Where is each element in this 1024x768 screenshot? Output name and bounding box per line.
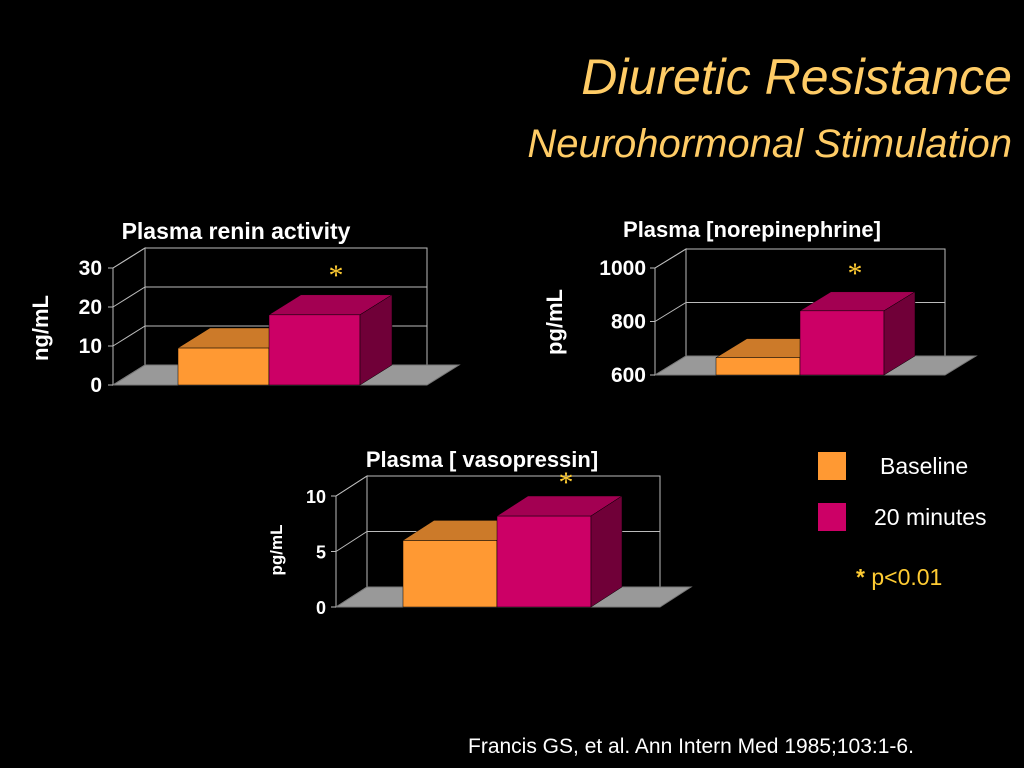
- legend-swatch-baseline: [818, 452, 846, 480]
- chart-title: Plasma renin activity: [122, 218, 351, 244]
- citation: Francis GS, et al. Ann Intern Med 1985;1…: [468, 735, 914, 758]
- bar-side: [883, 291, 916, 376]
- gridline: [112, 247, 427, 269]
- y-tick-label: 10: [306, 487, 326, 507]
- bar-front: [177, 347, 270, 386]
- bar-20-minutes: [268, 294, 393, 386]
- slide-title: Diuretic Resistance: [581, 49, 1012, 105]
- slide-subtitle: Neurohormonal Stimulation: [527, 122, 1012, 166]
- significance-star: *: [329, 259, 344, 292]
- significance-star: *: [559, 466, 574, 499]
- legend-item-20-minutes: 20 minutes: [818, 503, 987, 531]
- chart-title: Plasma [ vasopressin]: [366, 447, 598, 472]
- bar-20-minutes: [799, 291, 916, 376]
- gridline: [112, 286, 427, 308]
- y-tick-label: 1000: [599, 257, 646, 280]
- y-axis-label: pg/mL: [542, 289, 567, 355]
- legend-label-20-minutes: 20 minutes: [874, 503, 987, 530]
- bar-front: [799, 310, 885, 376]
- y-tick-label: 0: [316, 598, 326, 618]
- bar-side: [590, 495, 623, 608]
- gridline: [335, 475, 660, 497]
- y-tick-label: 20: [79, 296, 102, 319]
- y-tick-label: 30: [79, 257, 102, 280]
- y-tick-label: 800: [611, 311, 646, 334]
- y-axis-label: ng/mL: [28, 295, 53, 361]
- y-tick-label: 5: [316, 543, 326, 563]
- y-tick-label: 600: [611, 364, 646, 387]
- legend-swatch-20-minutes: [818, 503, 846, 531]
- y-axis-label: pg/mL: [267, 525, 286, 576]
- y-tick-label: 0: [90, 374, 102, 397]
- y-tick-label: 10: [79, 335, 102, 358]
- p-value-text: p<0.01: [864, 564, 943, 590]
- bar-front: [715, 357, 801, 376]
- bar-side: [359, 294, 393, 386]
- legend-label-baseline: Baseline: [880, 452, 969, 479]
- p-value-star: *: [856, 564, 865, 590]
- bar-front: [402, 540, 498, 608]
- bar-20-minutes: [496, 495, 623, 608]
- bar-front: [268, 314, 361, 386]
- chart-side-wall: [112, 247, 146, 386]
- p-value-note: * p<0.01: [856, 564, 942, 591]
- significance-star: *: [848, 257, 863, 290]
- bar-front: [496, 515, 592, 608]
- chart-title: Plasma [norepinephrine]: [623, 217, 881, 242]
- gridline: [654, 248, 945, 269]
- legend-item-baseline: Baseline: [818, 452, 968, 480]
